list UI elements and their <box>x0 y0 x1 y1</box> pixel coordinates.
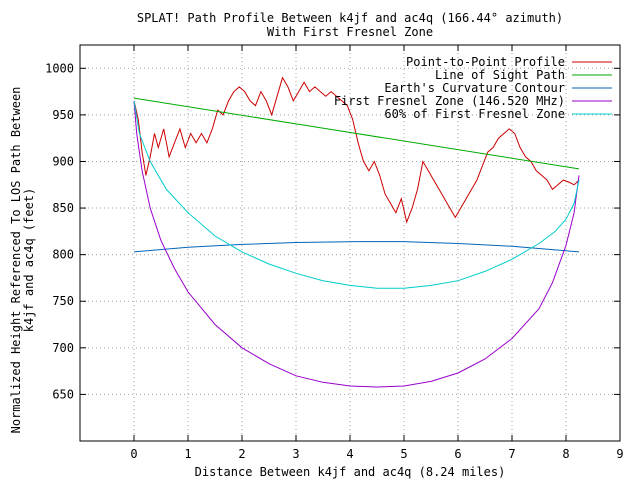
y-axis-label-line-1: Normalized Height Referenced To LOS Path… <box>9 87 23 434</box>
legend-label-point-to-point-profile: Point-to-Point Profile <box>406 55 565 69</box>
y-axis-label-line-2: k4jf and ac4q (feet) <box>22 188 36 333</box>
legend-label-first-fresnel-zone-146-520-mhz: First Fresnel Zone (146.520 MHz) <box>334 94 565 108</box>
x-tick-label: 1 <box>184 447 191 461</box>
x-axis-label: Distance Between k4jf and ac4q (8.24 mil… <box>195 465 506 479</box>
x-tick-label: 2 <box>238 447 245 461</box>
y-tick-label: 950 <box>52 108 74 122</box>
chart-title: SPLAT! Path Profile Between k4jf and ac4… <box>137 11 563 25</box>
x-tick-label: 3 <box>292 447 299 461</box>
x-tick-label: 4 <box>346 447 353 461</box>
series-line-60-of-first-fresnel-zone <box>133 100 580 289</box>
series-line-point-to-point-profile <box>133 76 580 224</box>
y-tick-label: 900 <box>52 154 74 168</box>
series-line-first-fresnel-zone-146-520-mhz <box>133 100 580 388</box>
legend-label-earth-s-curvature-contour: Earth's Curvature Contour <box>384 81 565 95</box>
x-tick-label: 7 <box>508 447 515 461</box>
series-line-line-of-sight-path <box>133 97 580 170</box>
x-tick-label: 0 <box>130 447 137 461</box>
chart-subtitle: With First Fresnel Zone <box>267 25 433 39</box>
series-line-earth-s-curvature-contour <box>133 241 580 253</box>
y-tick-label: 800 <box>52 248 74 262</box>
legend-label-line-of-sight-path: Line of Sight Path <box>435 68 565 82</box>
x-tick-label: 8 <box>562 447 569 461</box>
y-axis-label: Normalized Height Referenced To LOS Path… <box>9 87 36 434</box>
y-tick-label: 1000 <box>45 61 74 75</box>
y-tick-label: 750 <box>52 294 74 308</box>
axis-ticks: 0 1 2 3 4 5 6 7 8 9 650 700 750 800 850 900 950 1000 <box>45 45 624 461</box>
y-tick-label: 700 <box>52 341 74 355</box>
series-lines <box>133 76 580 388</box>
y-tick-label: 850 <box>52 201 74 215</box>
x-tick-label: 6 <box>454 447 461 461</box>
x-tick-label: 9 <box>616 447 623 461</box>
x-tick-label: 5 <box>400 447 407 461</box>
y-tick-label: 650 <box>52 387 74 401</box>
legend-label-60-of-first-fresnel-zone: 60% of First Fresnel Zone <box>384 107 565 121</box>
